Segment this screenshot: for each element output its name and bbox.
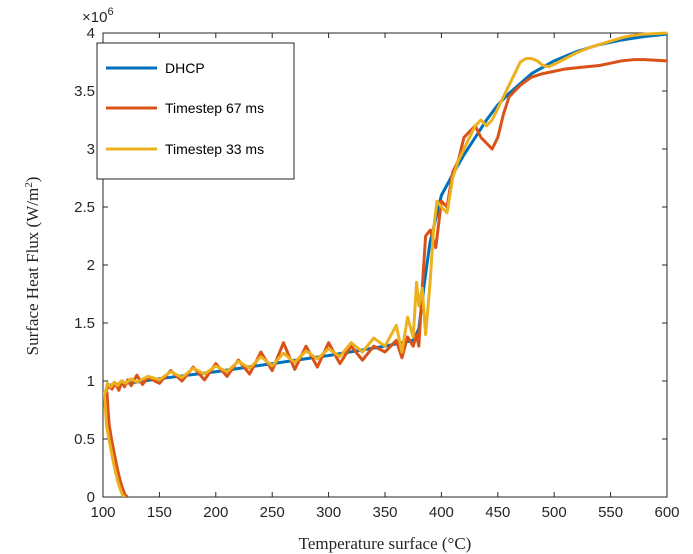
x-tick-label: 550 [598,504,623,521]
y-tick-label: 0.5 [74,431,95,448]
x-tick-label: 300 [316,504,341,521]
legend-box [96,42,295,180]
series-line-3 [103,31,667,497]
y-axis-label-main: Surface Heat Flux (W/m [23,188,42,356]
y-tick-label: 3.5 [74,83,95,100]
y-axis-label-end: ) [23,177,42,183]
x-tick-label: 450 [485,504,510,521]
y-exponent-power: 6 [107,6,113,18]
y-tick-label: 1 [87,373,95,390]
legend: DHCP Timestep 67 ms Timestep 33 ms [96,42,295,180]
series-group [103,31,667,497]
legend-label-2: Timestep 67 ms [165,100,264,116]
x-tick-label: 500 [542,504,567,521]
y-tick-label: 2.5 [74,199,95,216]
series-line-2 [103,58,667,497]
x-axis-label: Temperature surface (°C) [299,534,472,553]
y-axis-label-sup: 2 [23,182,35,188]
y-axis-label: Surface Heat Flux (W/m2) [23,177,42,356]
legend-label-1: DHCP [165,60,205,76]
x-tick-label: 100 [90,504,115,521]
y-exponent: ×106 [82,6,114,26]
y-tick-label: 0 [87,489,95,506]
x-tick-label: 150 [147,504,172,521]
y-exponent-base: ×10 [82,9,107,26]
y-tick-label: 4 [87,25,95,42]
x-tick-label: 600 [654,504,679,521]
y-tick-label: 3 [87,141,95,158]
y-tick-label: 1.5 [74,315,95,332]
y-tick-label: 2 [87,257,95,274]
x-tick-label: 250 [260,504,285,521]
x-tick-label: 400 [429,504,454,521]
x-tick-label: 200 [203,504,228,521]
x-tick-label: 350 [372,504,397,521]
legend-label-3: Timestep 33 ms [165,141,264,157]
x-ticks: 100 150 200 250 300 350 400 450 500 550 600 [90,33,680,521]
y-ticks: 0 0.5 1 1.5 2 2.5 3 3.5 4 [74,25,667,506]
